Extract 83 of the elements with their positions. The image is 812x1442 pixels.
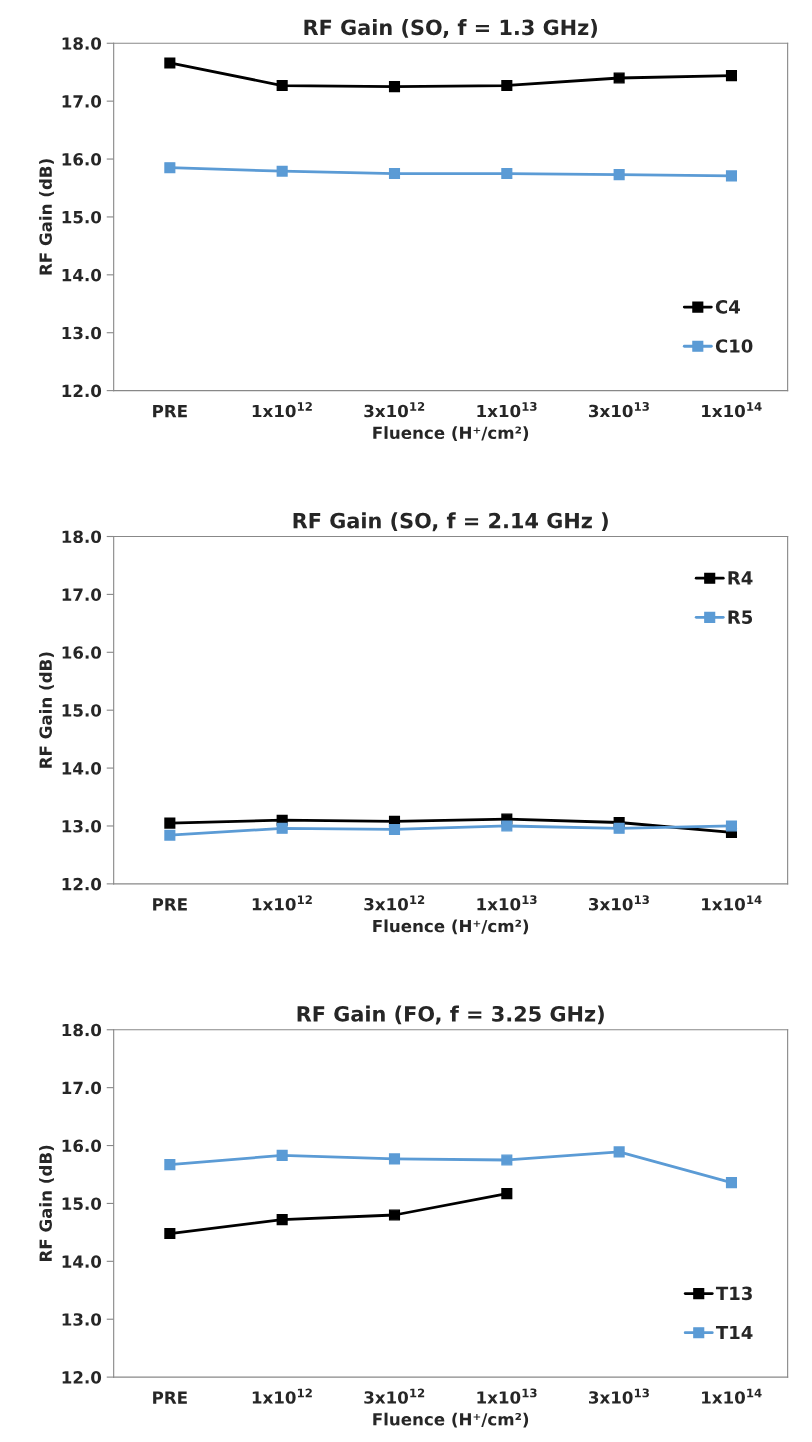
point — [501, 820, 513, 832]
point — [276, 822, 288, 834]
y-tick-label: 14.0 — [62, 762, 102, 775]
point — [725, 70, 738, 82]
legend-label: C4 — [715, 300, 740, 314]
point — [164, 162, 176, 174]
legend-label: T14 — [715, 1325, 753, 1340]
y-axis-title: RF Gain (dB) — [39, 652, 54, 768]
chart-title: RF Gain (SO, f = 1.3 GHz) — [304, 19, 597, 38]
point — [388, 1153, 401, 1165]
point — [501, 167, 513, 180]
y-tick-label: 18.0 — [62, 1023, 102, 1037]
x-tick-label: 1x10$^{12}$ — [252, 1388, 312, 1404]
y-tick-label: 14.0 — [62, 268, 102, 282]
point — [725, 1177, 738, 1189]
y-tick-label: 18.0 — [62, 37, 102, 50]
y-axis-title: RF Gain (dB) — [39, 159, 54, 275]
x-tick-label: 1x10$^{14}$ — [702, 1388, 762, 1404]
x-tick-label: 1x10$^{13}$ — [477, 402, 537, 418]
point — [613, 72, 625, 84]
point — [388, 823, 401, 836]
x-axis-title: Fluence (H⁺/cm²) — [373, 1412, 529, 1428]
point — [164, 829, 176, 841]
legend-label: R4 — [728, 571, 753, 585]
legend-label: C10 — [715, 339, 753, 353]
x-tick-label: 3x10$^{12}$ — [364, 895, 425, 911]
x-tick-label: 3x10$^{12}$ — [364, 1388, 425, 1404]
chart-title: RF Gain (SO, f = 2.14 GHz ) — [293, 512, 608, 532]
point — [725, 170, 738, 182]
y-tick-label: 13.0 — [62, 819, 102, 833]
x-tick-label: 1x10$^{14}$ — [702, 402, 762, 418]
y-tick-label: 12.0 — [62, 1371, 102, 1384]
x-tick-label: 3x10$^{12}$ — [364, 402, 425, 418]
x-tick-label: PRE — [153, 405, 187, 418]
y-tick-label: 15.0 — [62, 704, 102, 717]
y-tick-label: 12.0 — [62, 877, 102, 891]
point — [388, 81, 401, 93]
y-tick-label: 16.0 — [62, 1139, 102, 1153]
point — [164, 1227, 176, 1240]
x-tick-label: PRE — [153, 898, 187, 911]
x-tick-label: 1x10$^{13}$ — [477, 895, 537, 911]
x-tick-label: 3x10$^{13}$ — [589, 402, 649, 418]
point — [725, 820, 738, 832]
point — [276, 1149, 288, 1161]
chart-title: RF Gain (FO, f = 3.25 GHz) — [297, 1005, 604, 1025]
point — [613, 169, 625, 181]
x-axis-title: Fluence (H⁺/cm²) — [373, 426, 529, 442]
x-tick-label: 1x10$^{14}$ — [702, 895, 762, 911]
x-tick-label: PRE — [153, 1391, 187, 1404]
legend-label: R5 — [728, 610, 753, 624]
point — [613, 1146, 625, 1158]
y-tick-label: 16.0 — [62, 646, 102, 659]
point — [164, 817, 176, 829]
y-tick-label: 16.0 — [62, 153, 102, 166]
y-tick-label: 15.0 — [62, 210, 102, 224]
y-tick-label: 18.0 — [62, 530, 102, 544]
point — [164, 1159, 176, 1171]
y-tick-label: 17.0 — [62, 1081, 102, 1095]
point — [388, 167, 401, 180]
point — [388, 1209, 401, 1221]
x-tick-label: 3x10$^{13}$ — [589, 1388, 649, 1404]
point — [501, 1188, 513, 1200]
y-tick-label: 13.0 — [62, 326, 102, 340]
point — [276, 165, 288, 177]
point — [276, 79, 288, 92]
x-tick-label: 3x10$^{13}$ — [589, 895, 649, 911]
y-tick-label: 12.0 — [62, 384, 102, 398]
point — [276, 1214, 288, 1226]
x-tick-label: 1x10$^{12}$ — [252, 402, 312, 418]
x-tick-label: 1x10$^{12}$ — [252, 895, 312, 911]
point — [501, 1154, 513, 1166]
y-tick-label: 17.0 — [62, 588, 102, 601]
point — [501, 79, 513, 92]
y-tick-label: 15.0 — [62, 1197, 102, 1210]
y-tick-label: 13.0 — [62, 1313, 102, 1326]
point — [164, 57, 176, 69]
point — [613, 822, 625, 834]
y-tick-label: 14.0 — [62, 1255, 102, 1268]
x-tick-label: 1x10$^{13}$ — [477, 1388, 537, 1404]
y-axis-title: RF Gain (dB) — [39, 1145, 54, 1261]
x-axis-title: Fluence (H⁺/cm²) — [373, 919, 529, 935]
legend-label: T13 — [715, 1286, 752, 1301]
y-tick-label: 17.0 — [62, 95, 102, 108]
